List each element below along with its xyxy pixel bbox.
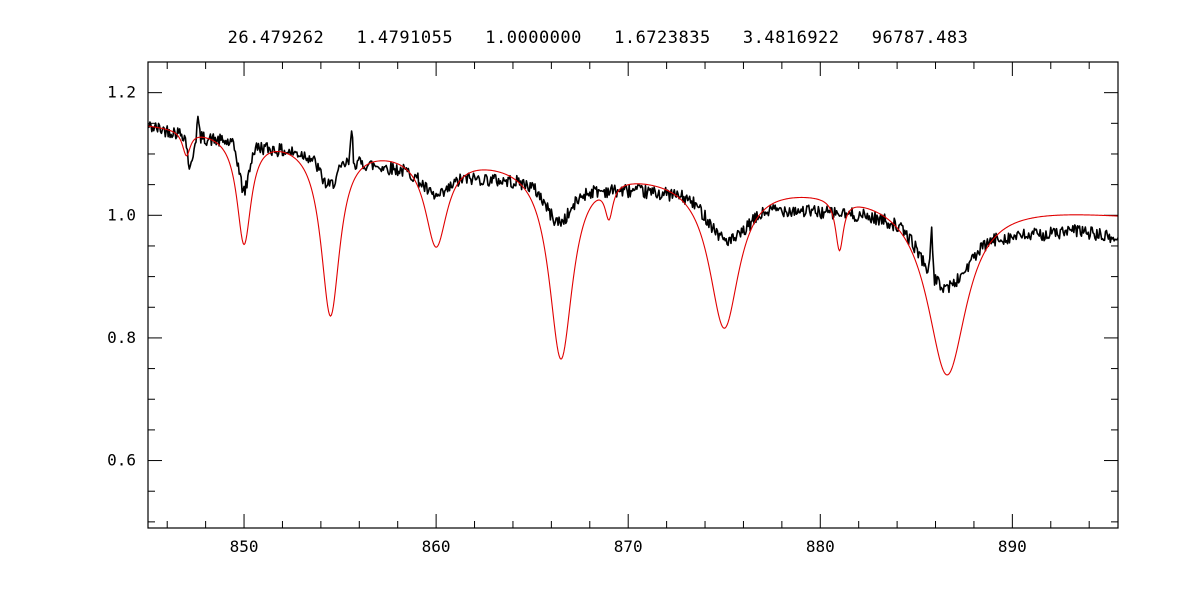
x-tick-label: 880 bbox=[806, 537, 835, 556]
y-tick-label: 1.2 bbox=[107, 83, 136, 102]
x-tick-label: 860 bbox=[422, 537, 451, 556]
x-tick-label: 890 bbox=[998, 537, 1027, 556]
observed-spectrum-line bbox=[148, 115, 1118, 294]
y-tick-label: 1.0 bbox=[107, 205, 136, 224]
plot-title: 26.479262 1.4791055 1.0000000 1.6723835 … bbox=[227, 28, 969, 48]
x-tick-label: 870 bbox=[614, 537, 643, 556]
plot-frame bbox=[147, 61, 1119, 529]
x-tick-label: 850 bbox=[230, 537, 259, 556]
y-tick-label: 0.8 bbox=[107, 328, 136, 347]
axis-tick-labels: 850 860 870 880 890 0.6 0.8 1.0 1.2 bbox=[107, 83, 1027, 556]
model-spectrum-line bbox=[148, 125, 1118, 376]
y-tick-label: 0.6 bbox=[107, 451, 136, 470]
axis-ticks bbox=[148, 61, 1118, 528]
